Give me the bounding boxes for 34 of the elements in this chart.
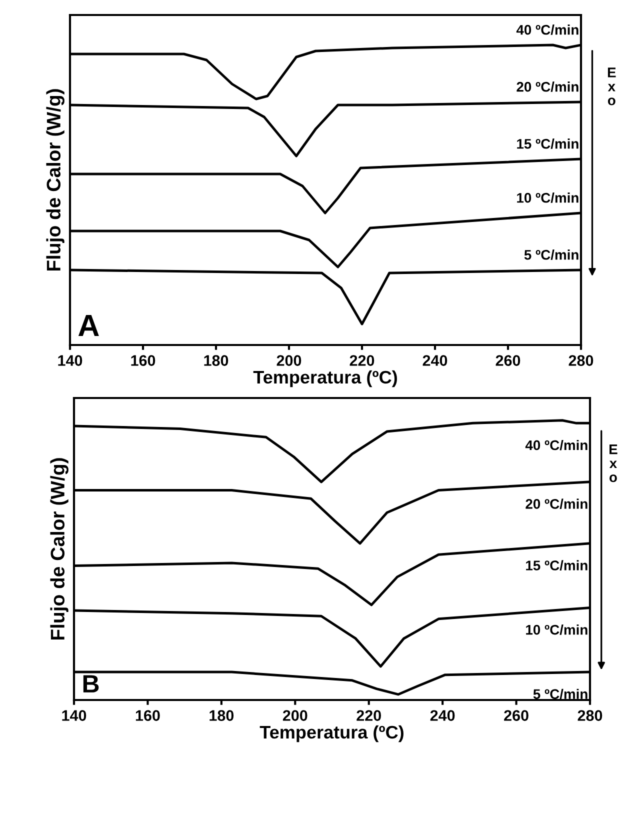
series-label: 15 ºC/min bbox=[517, 138, 578, 149]
x-tick-label: 240 bbox=[430, 710, 455, 721]
series-label: 20 ºC/min bbox=[526, 498, 588, 510]
x-tick-label: 260 bbox=[496, 355, 520, 366]
text: Exo bbox=[608, 68, 616, 106]
y-axis-title: Flujo de Calor (W/g) bbox=[50, 458, 68, 640]
x-tick-label: 180 bbox=[204, 355, 228, 366]
y-axis-title: Flujo de Calor (W/g) bbox=[46, 89, 64, 271]
x-tick-label: 160 bbox=[136, 710, 160, 721]
x-tick-label: 180 bbox=[210, 710, 234, 721]
x-tick-label: 220 bbox=[356, 710, 381, 721]
series-label: 10 ºC/min bbox=[526, 624, 588, 635]
annotation: B bbox=[83, 675, 99, 692]
x-tick-label: 140 bbox=[58, 355, 82, 366]
x-tick-label: 260 bbox=[504, 710, 528, 721]
x-tick-label: 200 bbox=[282, 710, 308, 721]
x-tick-label: 240 bbox=[422, 355, 448, 366]
series-label: 5 ºC/min bbox=[524, 250, 578, 260]
series-label: 40 ºC/min bbox=[516, 24, 578, 35]
text: Exo bbox=[609, 444, 618, 482]
x-tick-label: 280 bbox=[578, 710, 602, 721]
series-label: 10 ºC/min bbox=[517, 192, 578, 203]
x-tick-label: 280 bbox=[568, 355, 594, 366]
series-label: 20 ºC/min bbox=[516, 82, 578, 92]
series-label: 15 ºC/min bbox=[526, 560, 588, 571]
x-axis-title: Temperatura (ºC) bbox=[260, 725, 404, 742]
x-tick-label: 200 bbox=[276, 355, 302, 366]
x-tick-label: 160 bbox=[131, 355, 156, 366]
series-label: 5 ºC/min bbox=[533, 688, 588, 700]
series-label: 40 ºC/min bbox=[525, 440, 588, 450]
x-axis-title: Temperatura (ºC) bbox=[253, 370, 397, 388]
x-tick-label: 220 bbox=[350, 355, 374, 366]
x-tick-label: 140 bbox=[62, 710, 86, 721]
annotation: A bbox=[78, 315, 99, 336]
